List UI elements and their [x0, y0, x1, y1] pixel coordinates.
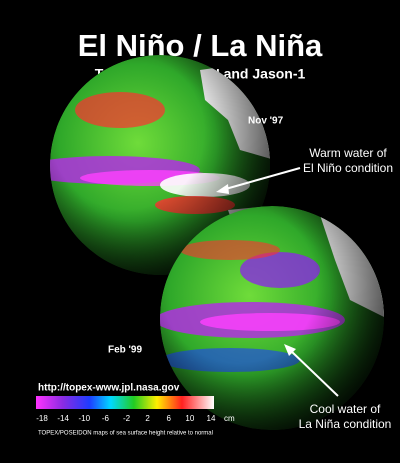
note-line: Warm water of — [309, 146, 387, 160]
colorbar-tick-label: -10 — [78, 414, 90, 423]
pointer-line — [221, 167, 301, 191]
colorbar-tick-label: 6 — [167, 414, 172, 423]
colorbar-tick-label: 2 — [145, 414, 150, 423]
colorbar-tick-label: 14 — [207, 414, 216, 423]
colorbar-unit: cm — [224, 414, 235, 423]
note-line: La Niña condition — [299, 417, 392, 431]
globe-feb-99 — [160, 206, 384, 430]
colorbar — [36, 396, 214, 409]
colorbar-ticks: -18 -14 -10 -6 -2 2 6 10 14 — [36, 414, 216, 423]
colorbar-tick-label: -18 — [36, 414, 48, 423]
note-line: Cool water of — [310, 402, 381, 416]
colorbar-tick-label: -6 — [102, 414, 110, 423]
pointer-head — [284, 344, 296, 356]
date-label: Nov '97 — [248, 116, 284, 127]
pointer-line — [289, 349, 339, 397]
colorbar-tick-label: -14 — [57, 414, 69, 423]
note-line: El Niño condition — [303, 161, 393, 175]
colorbar-tick-label: 10 — [185, 414, 194, 423]
date-label: Feb '99 — [108, 345, 142, 356]
colorbar-tick-label: -2 — [123, 414, 131, 423]
title: El Niño / La Niña — [78, 28, 323, 63]
url: http://topex-www.jpl.nasa.gov — [38, 383, 180, 394]
pointer-head — [216, 184, 229, 194]
caption: TOPEX/POSEIDON maps of sea surface heigh… — [38, 431, 213, 437]
